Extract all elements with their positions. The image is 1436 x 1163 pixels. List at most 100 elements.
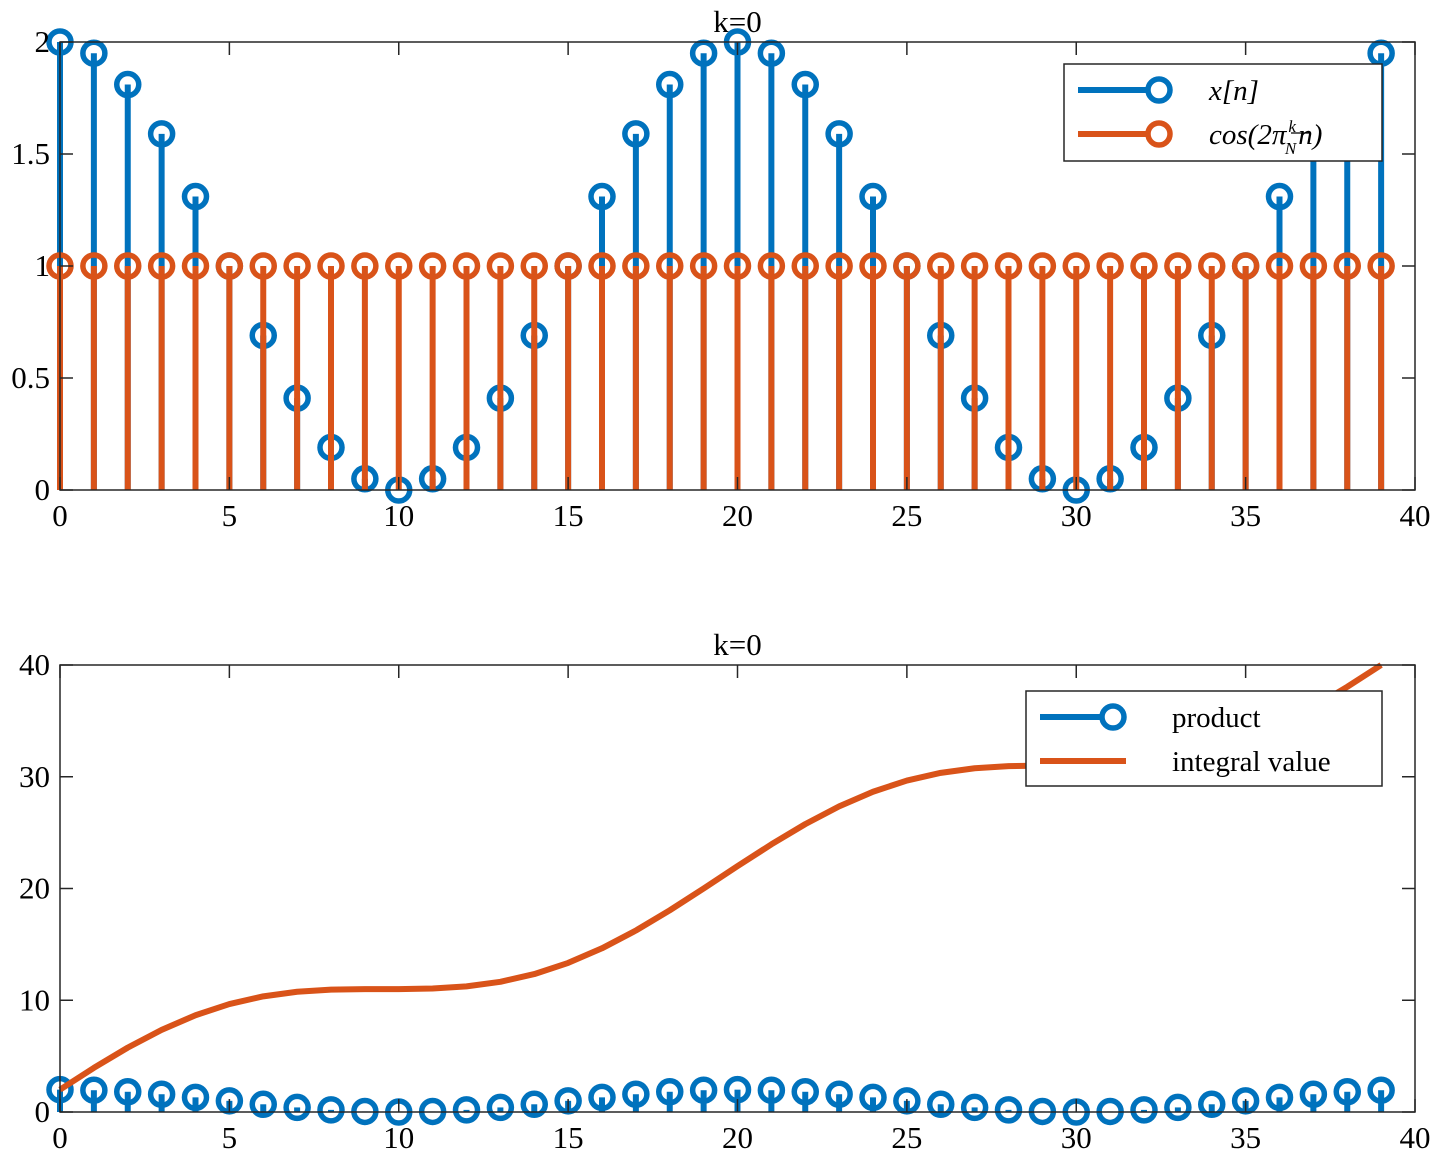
bottom-stem-marker: [757, 1076, 786, 1104]
top-stem-marker: [249, 252, 277, 280]
bottom-legend-label-0: product: [1172, 702, 1261, 734]
bottom-stem-marker: [859, 1083, 887, 1112]
top-stem-marker: [1265, 182, 1294, 211]
top-x-tick-label: 5: [222, 498, 238, 533]
top-stem-marker: [452, 252, 481, 280]
top-stem-marker: [520, 252, 548, 280]
bottom-stem-marker: [825, 1080, 853, 1108]
bottom-x-tick-label: 30: [1061, 1120, 1092, 1155]
top-legend-marker-1: [1145, 120, 1173, 148]
top-stem-marker: [1367, 252, 1395, 280]
bottom-stem-marker: [181, 1083, 210, 1112]
top-stem-marker: [1164, 252, 1192, 280]
top-stem-marker: [1299, 252, 1328, 280]
bottom-stem-marker: [927, 1090, 955, 1119]
top-stem-marker: [283, 252, 311, 280]
bottom-legend-box: [1025, 690, 1383, 787]
bottom-stem-marker: [622, 1080, 650, 1108]
top-stem-marker: [181, 252, 210, 280]
bottom-stem-marker: [520, 1090, 548, 1119]
bottom-x-tick-label: 20: [722, 1120, 753, 1155]
bottom-y-tick-label: 10: [19, 982, 50, 1017]
bottom-stem-marker: [283, 1093, 311, 1122]
top-stem-marker: [757, 252, 786, 280]
bottom-x-tick-label: 5: [222, 1120, 238, 1155]
top-stem-marker: [994, 252, 1023, 280]
bottom-stem-marker: [1333, 1078, 1361, 1106]
bottom-legend-label-1: integral value: [1172, 746, 1331, 778]
bottom-stem-marker: [588, 1083, 616, 1112]
top-x-tick-label: 30: [1061, 498, 1092, 533]
bottom-stem-marker: [1198, 1090, 1226, 1119]
top-stem-marker: [656, 252, 684, 280]
bottom-stem-marker: [1367, 1076, 1395, 1104]
top-x-tick-label: 35: [1230, 498, 1261, 533]
bottom-stem-marker: [486, 1093, 515, 1122]
top-series-1: [46, 252, 1395, 490]
bottom-stem-marker: [960, 1093, 989, 1122]
top-legend-label-0: x[n]: [1208, 75, 1259, 107]
top-stem-marker: [554, 252, 582, 280]
bottom-stem-marker: [1130, 1096, 1158, 1124]
top-stem-marker: [588, 252, 616, 280]
top-stem-marker: [1198, 252, 1226, 280]
top-stem-marker: [588, 182, 616, 211]
top-stem-marker: [147, 120, 176, 148]
top-stem-marker: [859, 252, 887, 280]
top-stem-marker: [147, 252, 176, 280]
bottom-y-tick-label: 0: [35, 1094, 51, 1129]
top-stem-marker: [791, 252, 819, 280]
bottom-legend: product integral value: [1025, 690, 1383, 787]
top-x-tick-label: 15: [553, 498, 584, 533]
bottom-legend-marker-0: [1099, 703, 1127, 731]
bottom-stem-marker: [656, 1078, 684, 1106]
top-legend: x[n] cos(2π k Nn): [1063, 63, 1383, 162]
top-stem-marker: [418, 252, 447, 280]
top-stem-marker: [486, 252, 515, 280]
bottom-stem-marker: [452, 1096, 481, 1124]
top-legend-label-1: cos(2π k Nn): [1209, 117, 1322, 158]
top-stem-marker: [80, 252, 108, 280]
bottom-x-tick-label: 10: [383, 1120, 414, 1155]
bottom-stem-marker: [1164, 1093, 1192, 1122]
top-stem-marker: [317, 252, 345, 280]
top-stem-marker: [723, 252, 752, 280]
bottom-x-tick-label: 40: [1400, 1120, 1431, 1155]
top-stem-marker: [859, 182, 887, 211]
bottom-stem-marker: [994, 1096, 1023, 1124]
top-x-tick-label: 25: [891, 498, 922, 533]
top-stem-marker: [1028, 252, 1057, 280]
top-stem-marker: [181, 182, 210, 211]
top-stem-marker: [622, 252, 650, 280]
top-stem-marker: [622, 120, 650, 148]
bottom-stem-marker: [791, 1078, 819, 1106]
top-stem-marker: [1062, 252, 1090, 280]
top-stem-marker: [114, 252, 142, 280]
top-stem-marker: [689, 252, 718, 280]
bottom-stem-marker: [114, 1078, 142, 1106]
top-stem-marker: [960, 252, 989, 280]
bottom-x-tick-label: 15: [553, 1120, 584, 1155]
bottom-series-0: [46, 1075, 1395, 1126]
top-y-tick-label: 1: [35, 248, 51, 283]
top-stem-marker: [1231, 252, 1260, 280]
top-stem-marker: [927, 252, 955, 280]
top-y-tick-label: 2: [35, 24, 51, 59]
bottom-y-tick-label: 40: [19, 647, 50, 682]
top-y-tick-label: 0: [35, 472, 51, 507]
bottom-stem-marker: [249, 1090, 277, 1119]
top-stem-marker: [893, 252, 921, 280]
bottom-stem-marker: [80, 1076, 108, 1104]
top-x-tick-label: 40: [1400, 498, 1431, 533]
top-stem-marker: [1333, 252, 1361, 280]
top-stem-marker: [351, 252, 379, 280]
top-stem-marker: [825, 120, 853, 148]
bottom-stem-marker: [317, 1096, 345, 1124]
bottom-y-tick-label: 20: [19, 871, 50, 906]
top-stem-marker: [114, 70, 142, 99]
bottom-stem-marker: [1265, 1083, 1294, 1112]
bottom-stem-marker: [1299, 1080, 1328, 1108]
top-stem-marker: [1130, 252, 1158, 280]
top-x-tick-label: 20: [722, 498, 753, 533]
